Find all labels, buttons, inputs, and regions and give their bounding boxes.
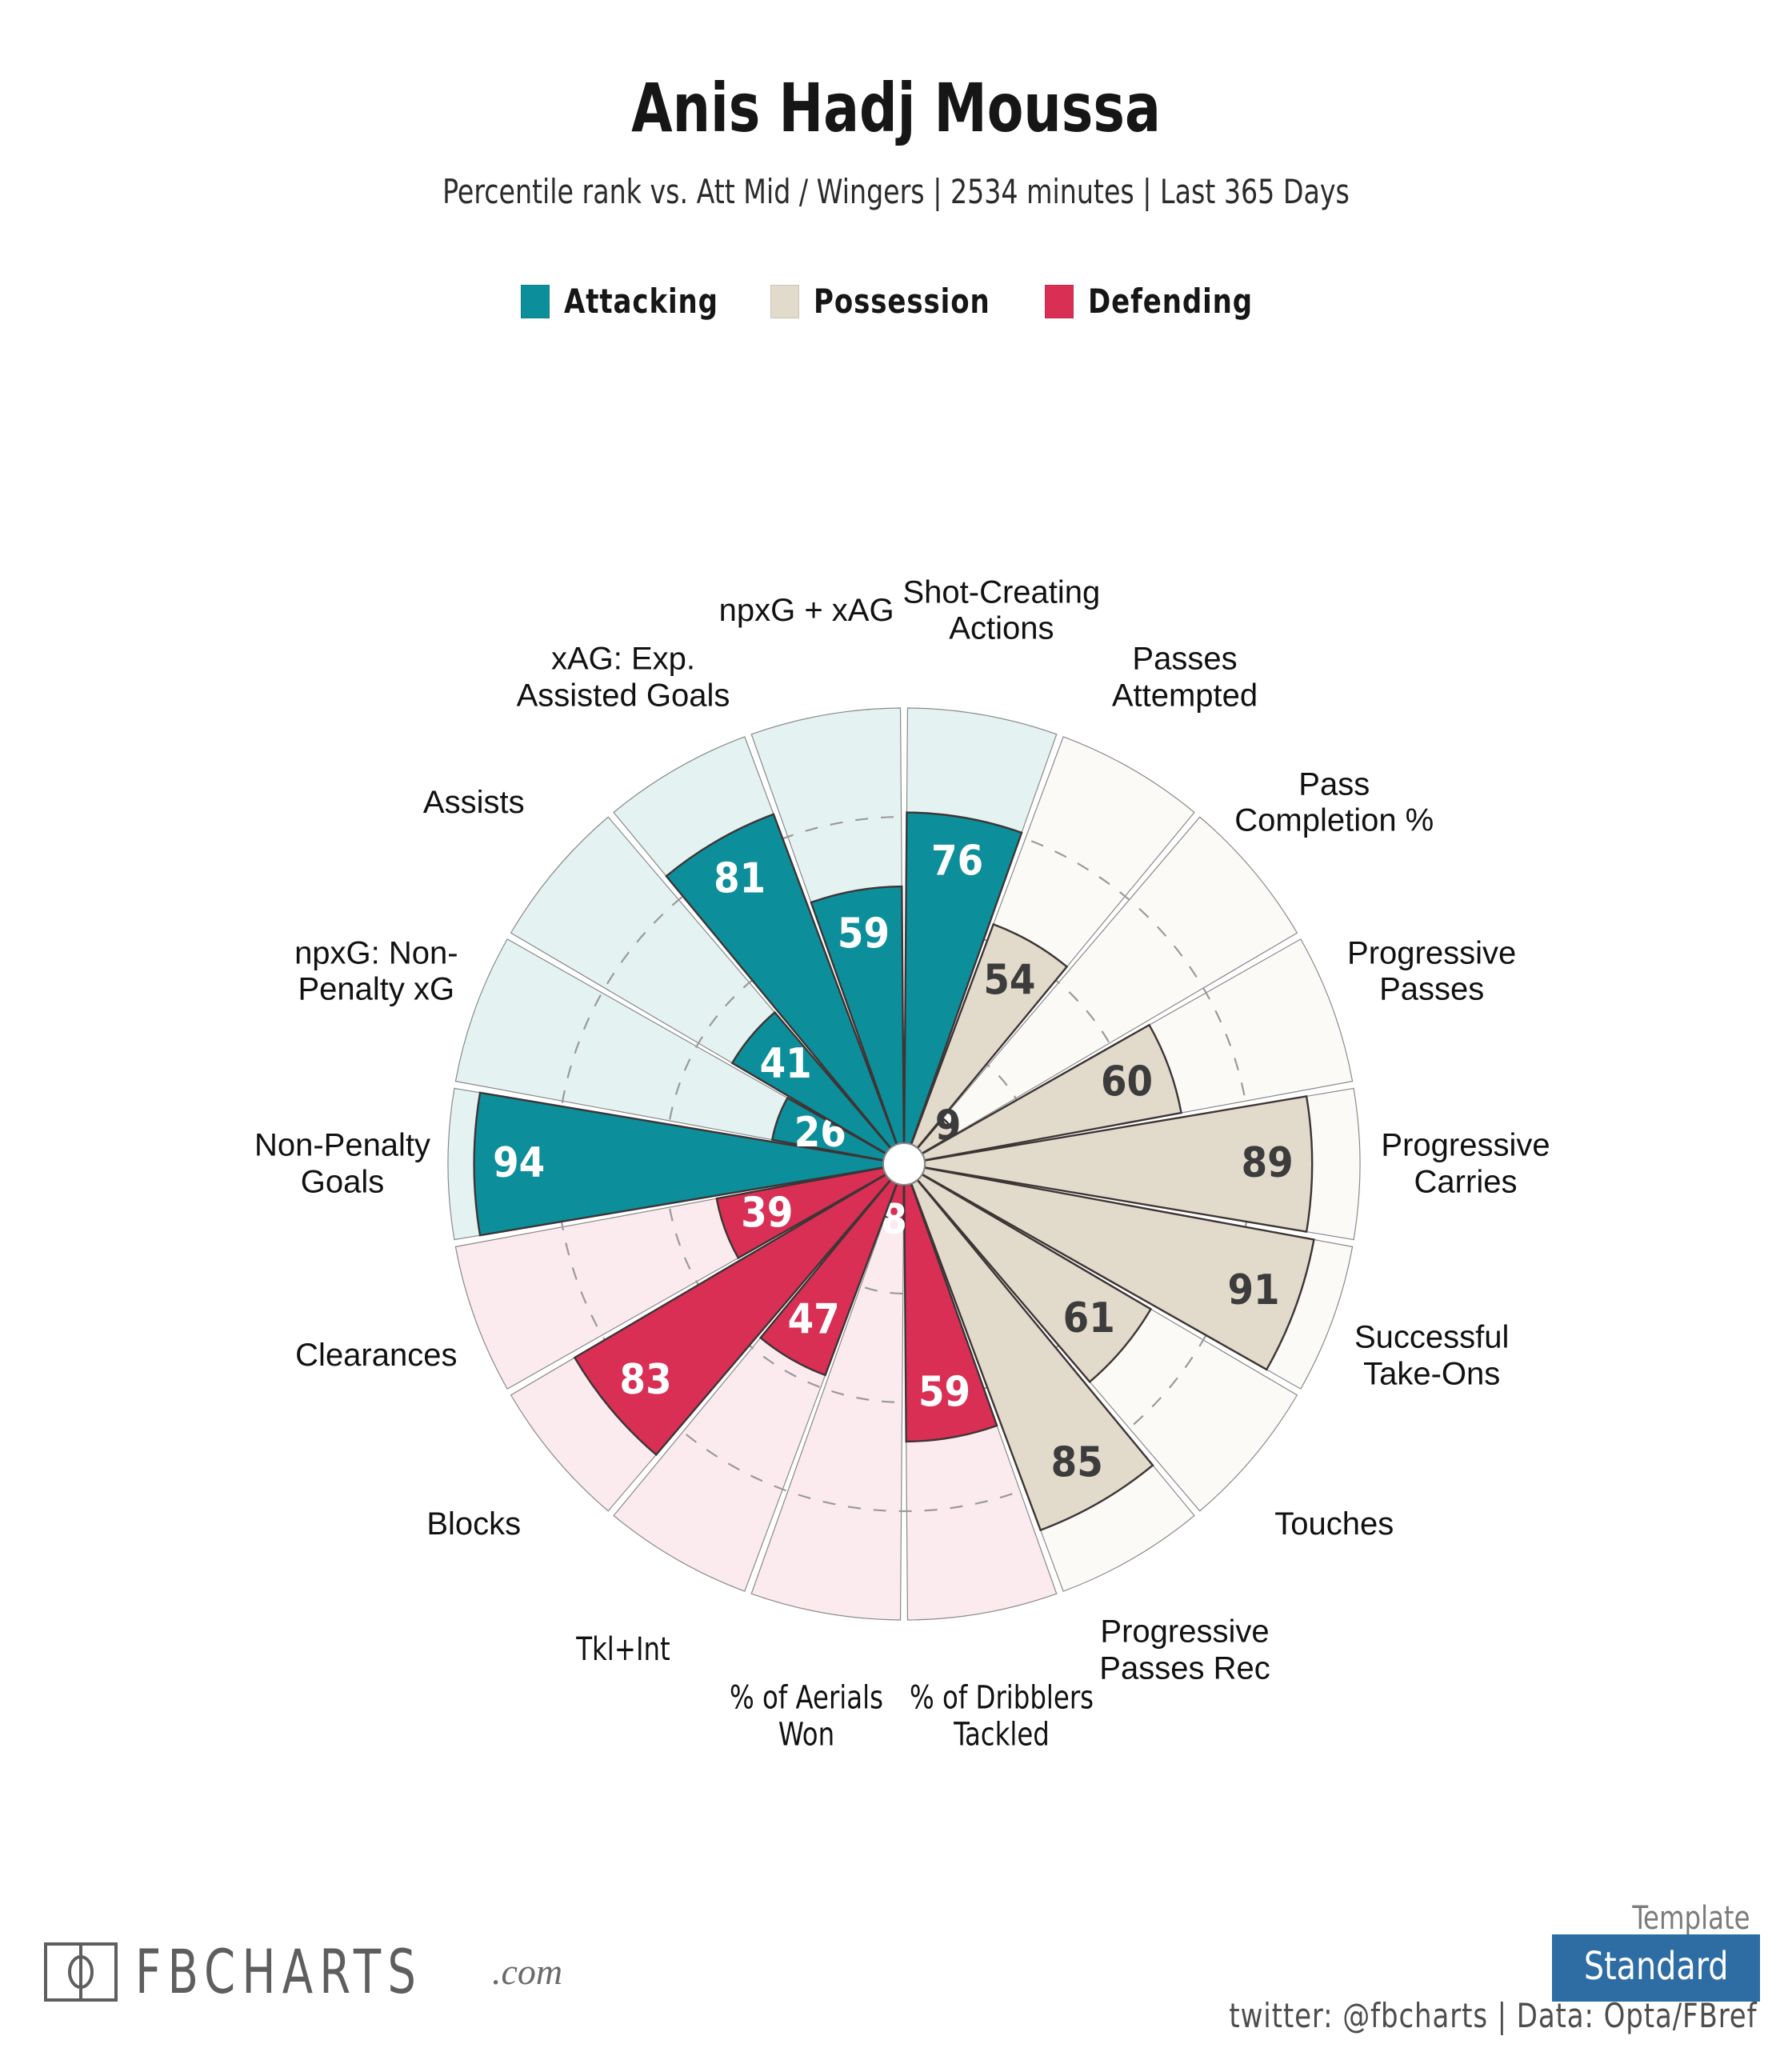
pizza-category-label: Shot-Creating Actions <box>902 574 1101 646</box>
pizza-category-label: Progressive Passes <box>1347 935 1517 1007</box>
legend-swatch-defending <box>1045 284 1074 318</box>
fbcharts-domain-suffix: .com <box>492 1951 563 1992</box>
credit-line: twitter: @fbcharts | Data: Opta/FBref <box>1228 1996 1757 2035</box>
pitch-icon <box>44 1942 118 2002</box>
pizza-center-hub <box>882 1142 926 1186</box>
pizza-slice-value-label: 54 <box>983 957 1035 1005</box>
page-title: Anis Hadj Moussa <box>631 69 1161 147</box>
pizza-category-label: Tkl+Int <box>576 1631 670 1669</box>
pizza-category-label: npxG: Non- Penalty xG <box>294 935 458 1007</box>
pizza-category-label: Progressive Carries <box>1381 1127 1550 1199</box>
page-subtitle: Percentile rank vs. Att Mid / Wingers | … <box>442 172 1350 211</box>
pizza-slice-value-label: 59 <box>918 1369 970 1417</box>
pizza-category-label: Touches <box>1274 1506 1394 1542</box>
template-label: Template <box>1632 1900 1750 1937</box>
legend-item-defending: Defending <box>1045 282 1271 321</box>
pizza-category-label: npxG + xAG <box>718 592 894 628</box>
pizza-slice-value-label: 89 <box>1242 1139 1294 1187</box>
pizza-category-label: Progressive Passes Rec <box>1099 1614 1270 1686</box>
legend-item-possession: Possession <box>770 282 1010 321</box>
pizza-slice-value-label: 59 <box>838 910 890 958</box>
legend-swatch-attacking <box>520 284 550 318</box>
pizza-chart: 76 54 9 60 89 91 61 85 59 8 47 83 39 94 26 41 81 59 Shot-… <box>0 352 1792 1872</box>
pizza-slice-value-label: 94 <box>493 1139 545 1187</box>
pizza-category-label: % of Dribblers Tackled <box>909 1679 1094 1754</box>
pizza-category-label: Successful Take-Ons <box>1354 1319 1510 1392</box>
pizza-category-label: Non-Penalty Goals <box>254 1127 431 1199</box>
pizza-category-label: Blocks <box>426 1506 522 1542</box>
pizza-slice-value-label: 83 <box>620 1356 672 1404</box>
pizza-slice-value-label: 41 <box>760 1040 812 1088</box>
pizza-slice-value-label: 39 <box>741 1189 793 1237</box>
pizza-slice-value-label: 81 <box>714 854 766 902</box>
pizza-slice-value-label: 85 <box>1051 1438 1103 1486</box>
legend-item-attacking: Attacking <box>520 282 735 321</box>
pizza-category-label: Clearances <box>295 1338 458 1374</box>
pizza-slice-value-label: 47 <box>788 1295 840 1343</box>
pizza-slice-value-label: 60 <box>1101 1058 1153 1106</box>
fbcharts-wordmark: FBCHARTS <box>135 1936 423 2007</box>
legend-label-defending: Defending <box>1088 282 1254 321</box>
pizza-category-label: Pass Completion % <box>1234 766 1434 838</box>
pizza-category-label: Assists <box>422 784 525 820</box>
pizza-slice-value-label: 76 <box>931 837 983 885</box>
fbcharts-logo: FBCHARTS .com <box>44 1936 562 2007</box>
legend-label-attacking: Attacking <box>563 282 718 321</box>
pizza-category-label: xAG: Exp. Assisted Goals <box>516 641 730 714</box>
pizza-category-label: % of Aerials Won <box>730 1679 884 1754</box>
template-badge-value: Standard <box>1583 1944 1729 1989</box>
pizza-slice-value-label: 91 <box>1227 1266 1279 1314</box>
pizza-slice-value-label: 61 <box>1063 1294 1115 1342</box>
template-badge[interactable]: Standard <box>1551 1934 1760 2002</box>
legend-swatch-possession <box>770 284 800 318</box>
legend-label-possession: Possession <box>814 282 990 321</box>
legend: Attacking Possession Defending <box>0 282 1792 321</box>
pizza-category-label: Passes Attempted <box>1111 641 1258 714</box>
